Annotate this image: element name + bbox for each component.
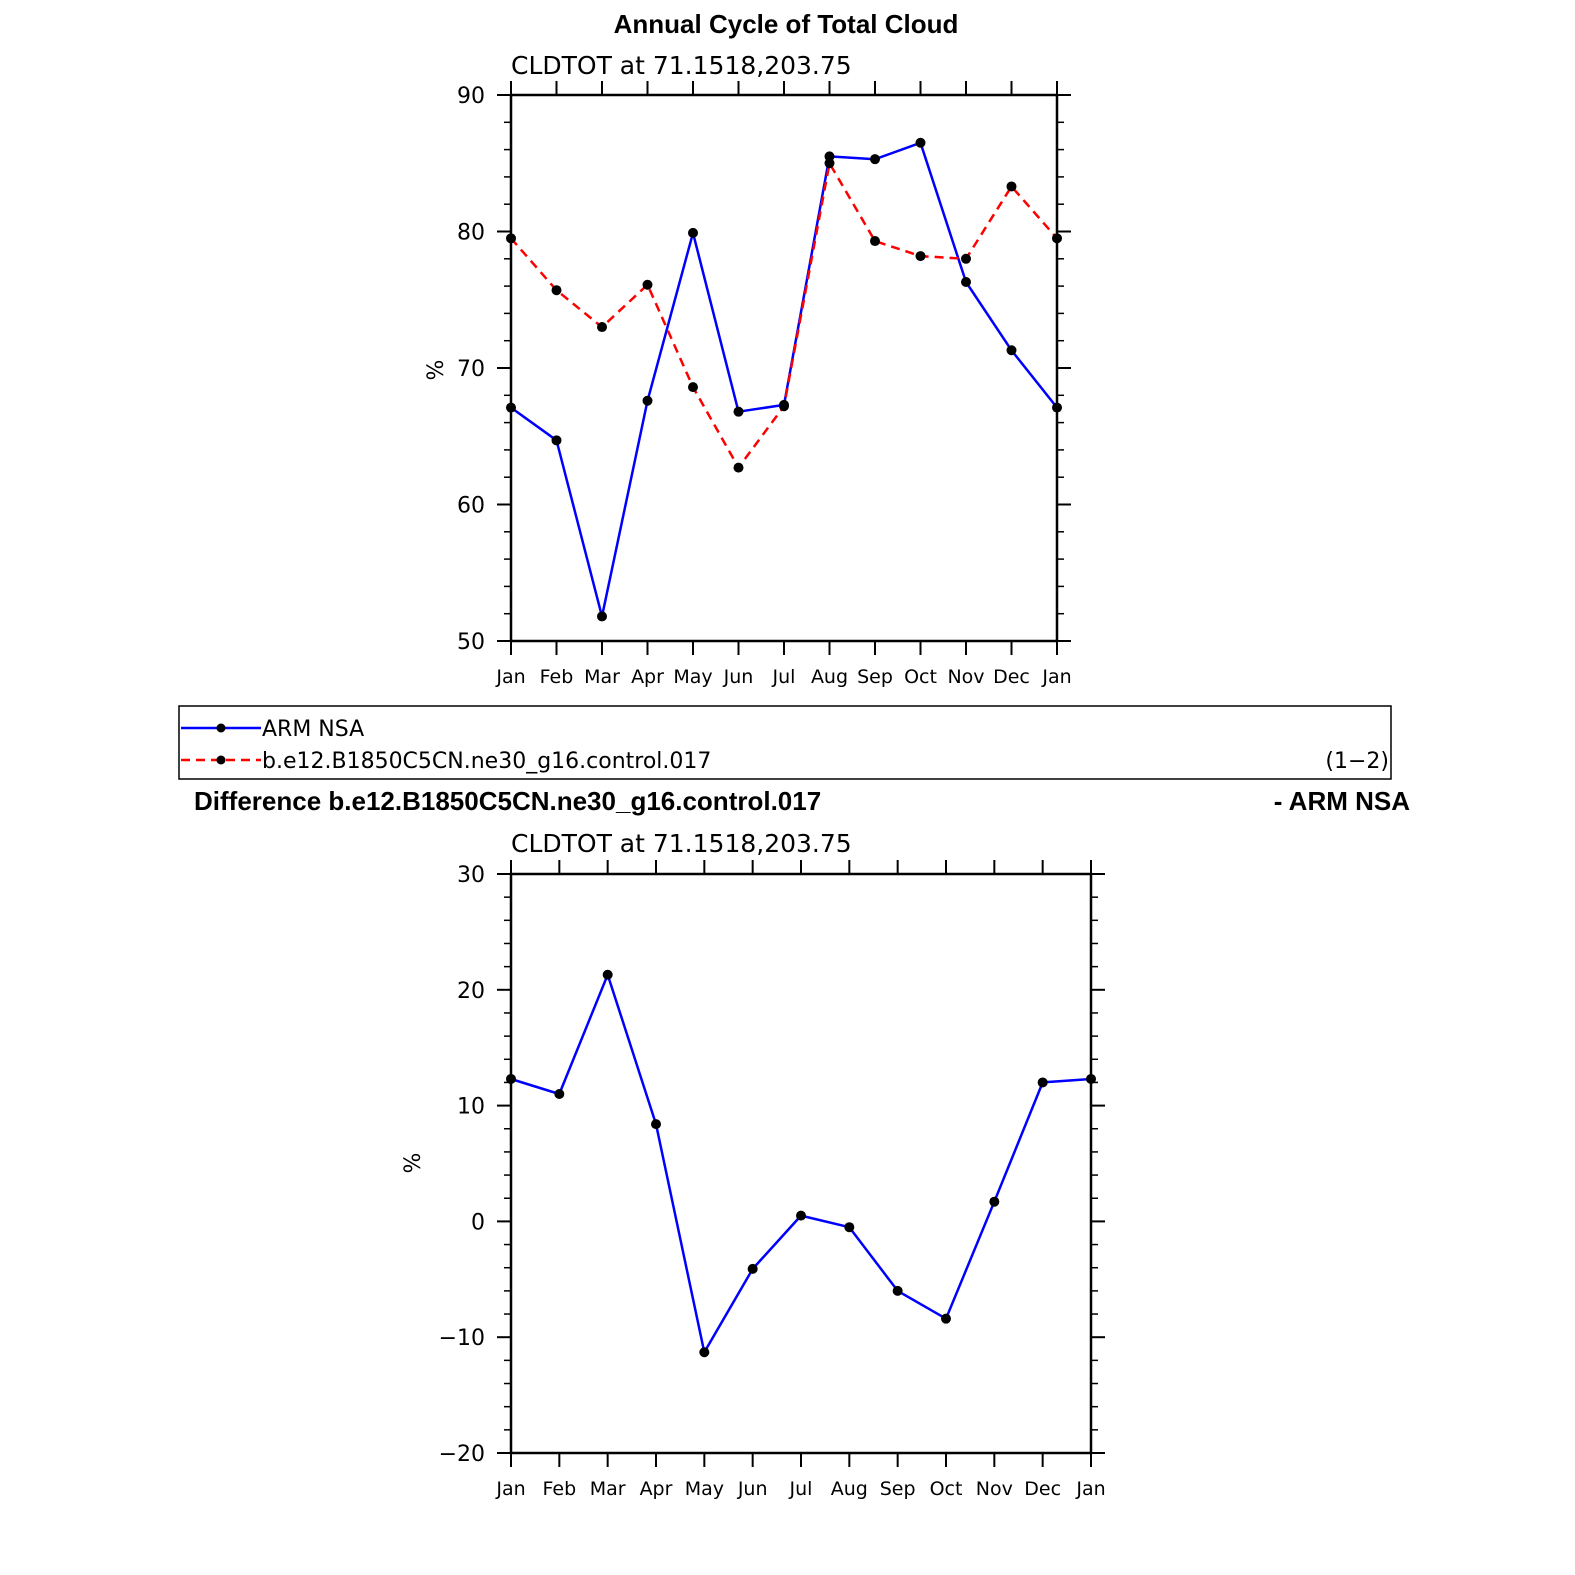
bottom-chart-xtick-label: Jun [737,1478,768,1500]
top-chart-ytick-label: 80 [457,221,485,246]
bottom-chart-xtick-label: Nov [976,1478,1013,1500]
top-chart-xtick-label: Jun [723,666,754,688]
bottom-chart-ytick-label: 0 [471,1210,485,1235]
top-chart-series-1-line [510,162,1058,469]
bottom-chart-xtick-label: Jan [495,1478,525,1500]
top-chart-xtick-label: Apr [631,666,664,688]
top-chart-series-0-point [915,137,926,148]
bottom-chart-ytick-label: −20 [439,1442,485,1467]
top-chart-series-0-line [510,141,1058,618]
top-chart-series-1-point [506,233,516,244]
top-chart-xtick-label: Mar [584,666,620,688]
top-chart-xtick-label: May [673,666,712,688]
bottom-chart-series-0-point [844,1222,855,1233]
top-chart-series-0-point [506,402,516,413]
legend-box [178,705,1392,780]
bottom-chart-series-0-point [554,1089,565,1100]
bottom-chart-title: Difference b.e12.B1850C5CN.ne30_g16.cont… [194,786,821,816]
top-chart-xtick-label: Jul [772,666,796,688]
legend-note: (1−2) [1325,749,1389,774]
bottom-chart-series-0-point [1037,1077,1048,1088]
bottom-chart-series-0-point [602,969,613,980]
bottom-chart-xtick-label: Mar [590,1478,626,1500]
bottom-chart-xtick-label: Oct [930,1478,963,1500]
top-chart-xtick-label: Aug [811,666,848,688]
top-chart-xtick-label: Feb [540,666,574,688]
bottom-chart-xtick-label: Jul [789,1478,813,1500]
bottom-chart-xtick-label: Feb [543,1478,577,1500]
top-chart-series-0-point [1006,345,1017,356]
bottom-chart-xtick-label: Aug [831,1478,868,1500]
bottom-chart-series-0-point [892,1285,903,1296]
bottom-chart-series-0-point [989,1196,1000,1207]
bottom-chart-series-0-point [747,1263,758,1274]
bottom-chart-xtick-label: May [685,1478,724,1500]
legend-marker-arm [216,723,226,733]
top-chart-series-1-point [642,279,653,290]
top-chart-series-0-point [688,227,698,238]
bottom-chart-ytick-label: 10 [457,1095,485,1120]
top-chart-frame [509,93,1059,643]
legend: ARM NSA b.e12.B1850C5CN.ne30_g16.control… [178,705,1392,780]
bottom-chart-ytick-label: 20 [457,979,485,1004]
top-chart-ytick-label: 50 [457,630,485,655]
legend-marker-model [216,755,226,765]
bottom-chart-series-0-point [1086,1073,1096,1084]
top-chart-xtick-label: Dec [993,666,1030,688]
bottom-chart-plot: −20 −10 0 10 20 30 Jan Feb Mar Apr May Jun Jul Aug Sep… [439,860,1106,1500]
bottom-chart-series-0-point [506,1073,516,1084]
bottom-chart-series-0-point [699,1347,710,1358]
top-chart-ytick-label: 90 [457,84,485,109]
top-chart-series-0-point [870,154,880,165]
top-chart-series-1-point [688,382,698,393]
bottom-chart-series-0-point [651,1119,661,1130]
bottom-chart-xtick-label: Jan [1075,1478,1105,1500]
top-chart-ylabel: % [424,360,449,381]
top-chart-xtick-label: Nov [947,666,984,688]
top-chart-series-0-point [1052,402,1062,413]
top-chart-xtick-label: Oct [904,666,937,688]
bottom-chart-frame [509,872,1093,1455]
top-chart-subtitle: CLDTOT at 71.1518,203.75 [511,51,852,80]
top-chart-series-1-point [1006,181,1017,192]
top-chart-series-1-point [779,401,789,412]
bottom-chart-title-right: - ARM NSA [1274,786,1410,816]
top-chart-xtick-label: Jan [1041,666,1071,688]
top-chart-title: Annual Cycle of Total Cloud [614,9,959,39]
top-chart-series-1-point [733,462,744,473]
bottom-chart-xtick-label: Dec [1024,1478,1061,1500]
top-chart-series-1-point [824,158,835,169]
bottom-chart-subtitle: CLDTOT at 71.1518,203.75 [511,829,852,858]
bottom-chart-ytick-label: 30 [457,863,485,888]
top-chart-series-1-point [915,251,926,262]
top-chart-series-1-point [1052,233,1062,244]
bottom-chart-xtick-label: Sep [880,1478,916,1500]
top-chart-series-0-point [597,611,607,622]
top-chart-series-0-point [551,435,562,446]
top-chart-series-1-point [597,322,607,333]
top-chart-xtick-label: Jan [495,666,525,688]
bottom-chart-series-0-line [510,973,1092,1354]
legend-label-arm: ARM NSA [262,717,364,742]
bottom-chart-ytick-label: −10 [439,1326,485,1351]
bottom-chart-series-0-point [941,1313,951,1324]
bottom-chart-ylabel: % [401,1153,426,1174]
top-chart-ytick-label: 70 [457,357,485,382]
top-chart-series-1-point [870,236,880,247]
top-chart-series-1-point [961,253,971,264]
top-chart-series-0-point [642,395,653,406]
top-chart-plot: 50 60 70 80 90 Jan Feb Mar Apr May Jun Jul Aug Sep Oct… [457,81,1072,688]
bottom-chart-series-0-point [796,1210,806,1221]
top-chart-series-1-point [551,285,562,296]
top-chart-series-0-point [961,277,971,288]
top-chart-series-0-point [733,406,744,417]
top-chart-ytick-label: 60 [457,494,485,519]
bottom-chart-xtick-label: Apr [640,1478,673,1500]
legend-label-model: b.e12.B1850C5CN.ne30_g16.control.017 [262,749,711,774]
top-chart-xtick-label: Sep [857,666,893,688]
